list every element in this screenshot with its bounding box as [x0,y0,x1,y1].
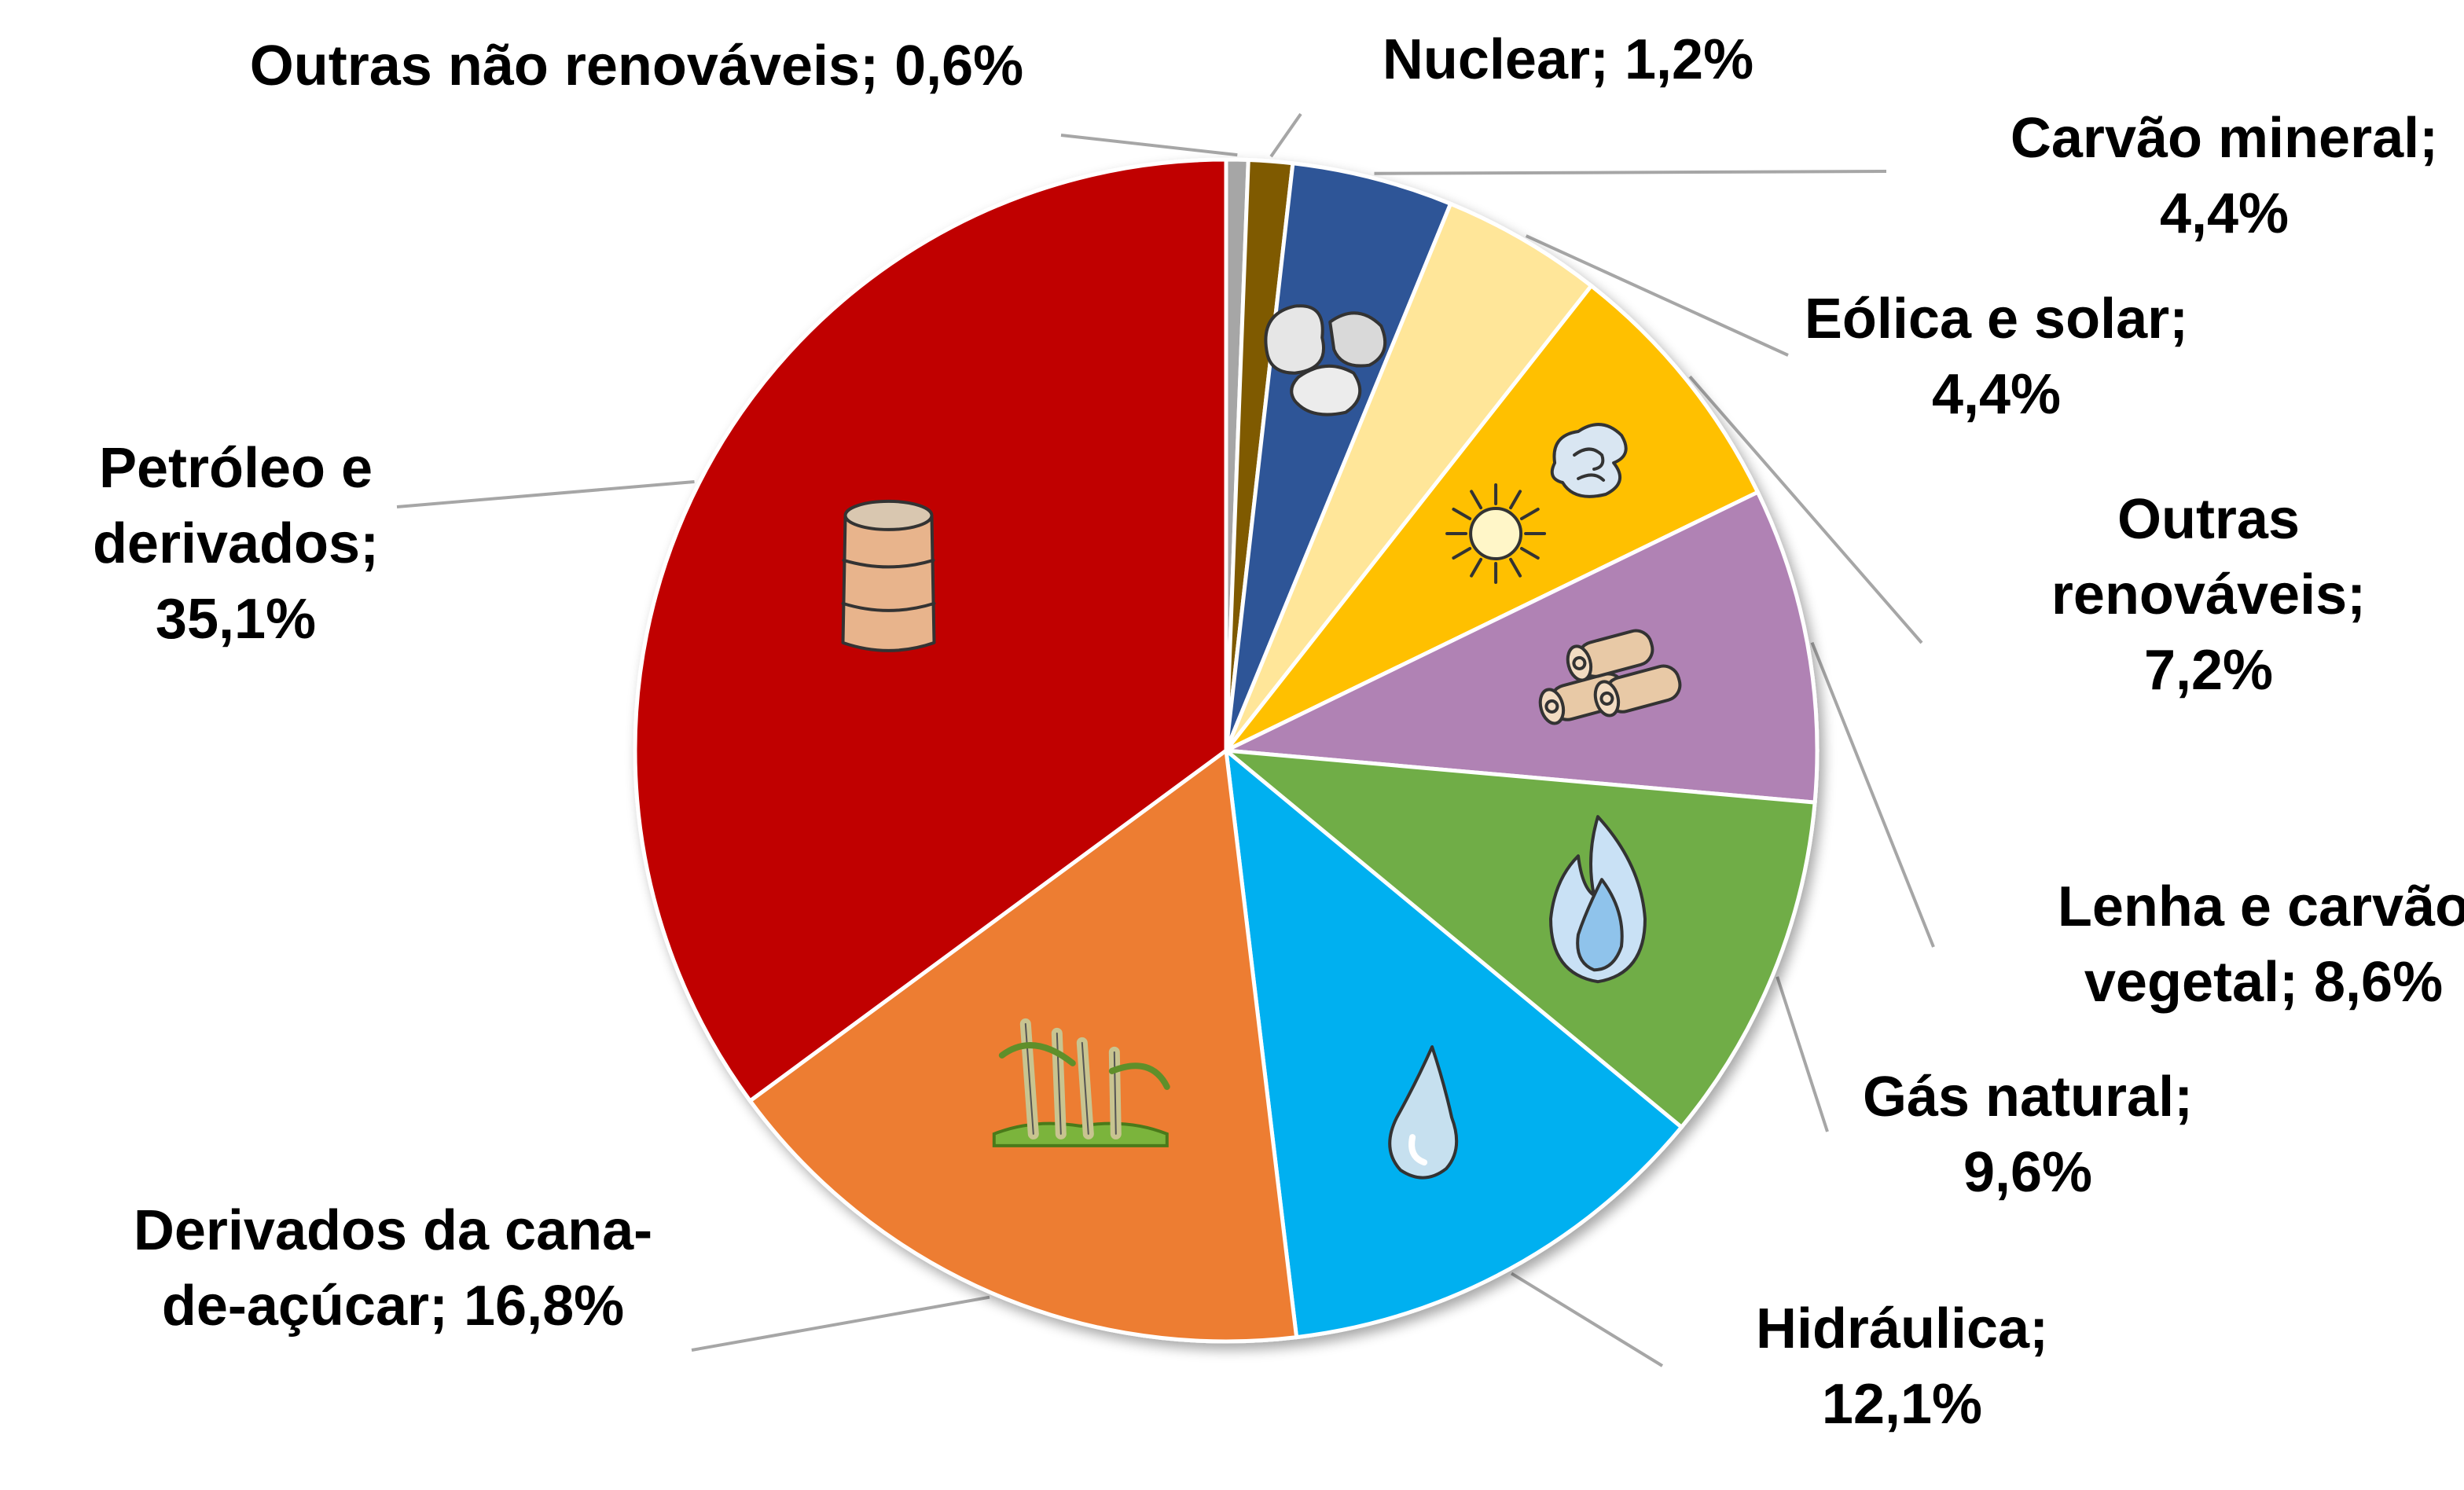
slice-labels: Outras não renováveis; 0,6% Nuclear; 1,2%… [93,28,2464,1436]
flame-icon [1549,815,1647,984]
leader-line-outras-nao-renovaveis [1060,134,1238,157]
leader-lines [396,112,1935,1367]
slice-hidraulica [1223,746,1684,1340]
leader-line-petroleo-e-derivados [396,480,695,508]
sugarcane-icon [992,1018,1170,1147]
slice-label-line: derivados; [93,512,379,575]
slice-label-line: 7,2% [2144,639,2273,702]
leader-line-hidraulica [1511,1272,1664,1367]
slice-label-carvao-mineral: Carvão mineral; 4,4% [2010,107,2438,245]
slice-label-gas-natural: Gás natural; 9,6% [1863,1066,2193,1204]
leader-line-lenha-e-carvao-vegetal [1810,641,1935,948]
slice-label-line: Derivados da cana- [134,1199,652,1262]
slice-label-line: 4,4% [2160,182,2289,245]
slice-label-line: Petróleo e [99,437,373,500]
slice-label-line: 35,1% [156,588,316,651]
slice-label-outras-nao-renovaveis: Outras não renováveis; 0,6% [250,35,1023,97]
leader-line-nuclear [1269,112,1302,158]
slice-label-line: Eólica e solar; [1805,288,2188,350]
slice-label-derivados-da-cana-de-acucar: Derivados da cana-de-açúcar; 16,8% [134,1199,652,1338]
leader-line-derivados-da-cana-de-acucar [691,1295,990,1352]
slice-label-line: Carvão mineral; [2010,107,2438,170]
leader-line-carvao-mineral [1374,170,1887,175]
slice-label-line: Nuclear; 1,2% [1383,28,1753,91]
slice-label-line: de-açúcar; 16,8% [162,1275,624,1338]
slice-lenha-e-carvao-vegetal [1218,489,1820,805]
coal-icon [1264,304,1387,417]
leader-line-eolica-e-solar [1525,234,1789,357]
slice-gas-natural [1220,747,1817,1130]
pie-slices [633,157,1820,1344]
slice-label-outras-renovaveis: Outras renováveis; 7,2% [2051,488,2366,702]
slice-label-nuclear: Nuclear; 1,2% [1383,28,1753,91]
oil-barrel-icon [841,499,936,652]
slice-label-hidraulica: Hidráulica; 12,1% [1756,1297,2048,1436]
slice-label-line: Gás natural; [1863,1066,2193,1129]
firewood-icon [1538,629,1682,725]
slice-label-eolica-e-solar: Eólica e solar; 4,4% [1805,288,2188,426]
slice-label-line: renováveis; [2051,563,2366,626]
slice-label-lenha-e-carvao-vegetal: Lenha e carvão vegetal; 8,6% [2058,875,2464,1014]
sun-wind-icon [1445,423,1628,584]
slice-label-line: Outras [2117,488,2300,551]
slice-label-line: vegetal; 8,6% [2084,951,2443,1014]
slice-label-petroleo-e-derivados: Petróleo e derivados; 35,1% [93,437,379,651]
slice-label-line: Lenha e carvão [2058,875,2464,938]
slice-label-line: 4,4% [1932,363,2061,426]
slice-label-line: 12,1% [1822,1373,1982,1436]
slice-label-line: 9,6% [1963,1141,2092,1204]
slice-icons [841,304,1682,1180]
slice-label-line: Hidráulica; [1756,1297,2048,1360]
leader-line-gas-natural [1775,976,1829,1132]
slice-eolica-e-solar [1224,201,1595,752]
slice-label-line: Outras não renováveis; 0,6% [250,35,1023,97]
leader-line-outras-renovaveis [1688,375,1923,644]
water-drop-icon [1388,1045,1459,1180]
